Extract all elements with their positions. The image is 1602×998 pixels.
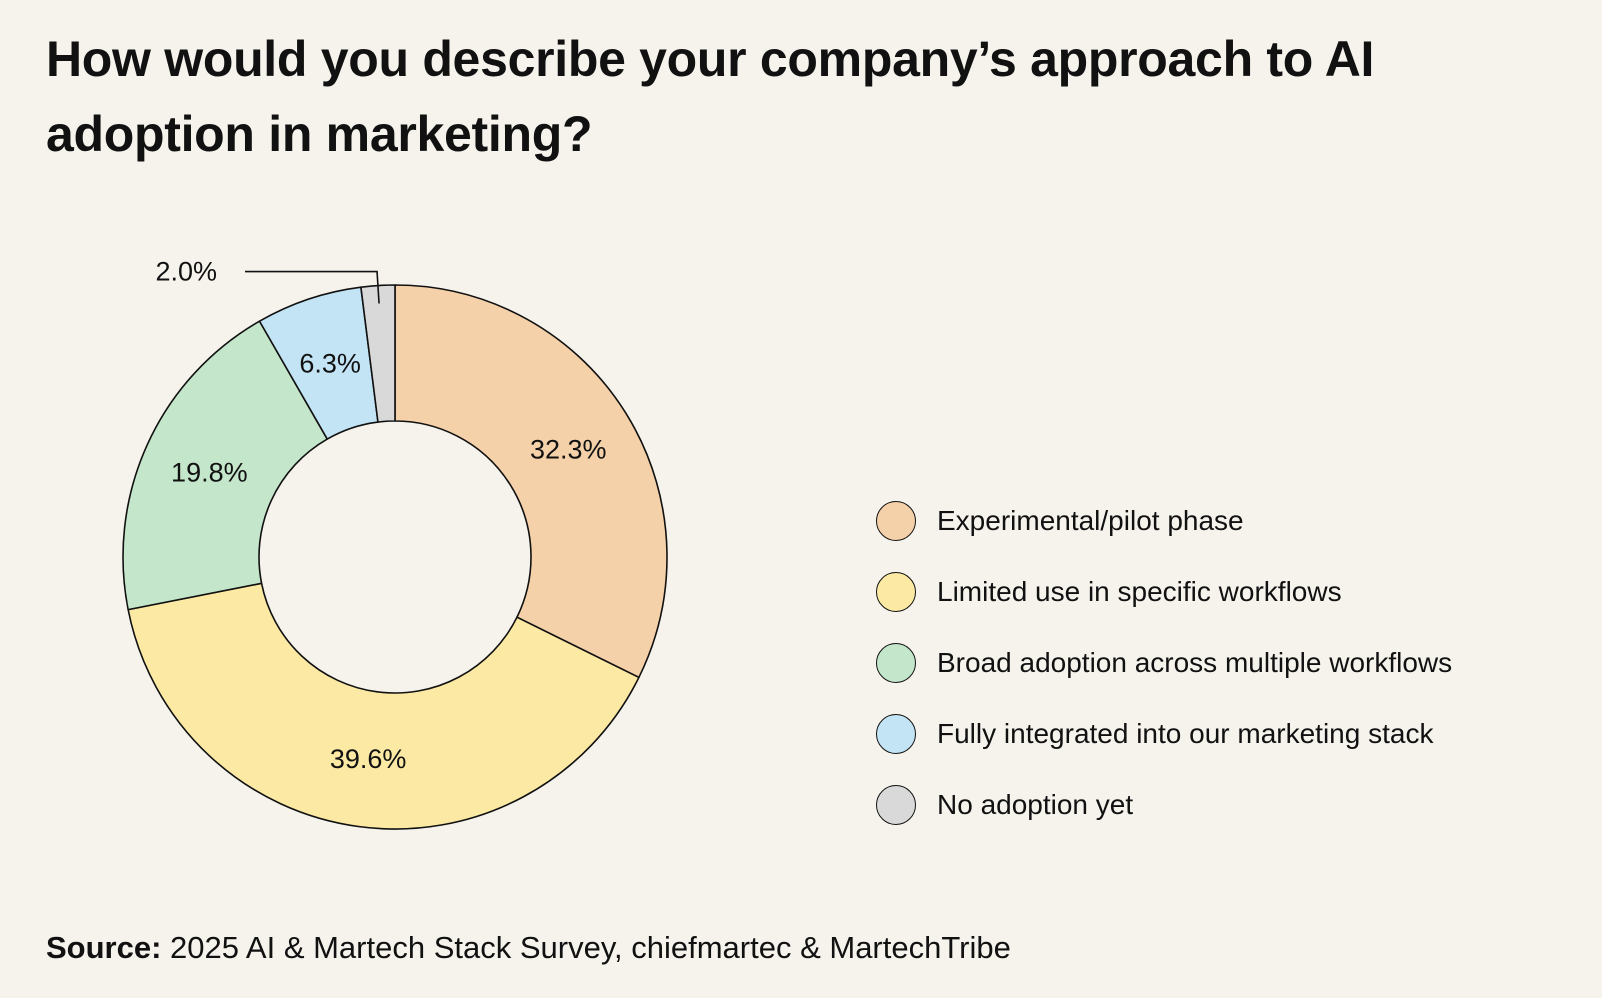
legend-swatch	[876, 714, 916, 754]
legend-label: Fully integrated into our marketing stac…	[937, 718, 1434, 749]
slice-limited-use-in-specific-workflows	[127, 582, 640, 830]
legend-label: No adoption yet	[937, 789, 1134, 820]
source-prefix: Source:	[46, 930, 162, 965]
data-label: 19.8%	[171, 457, 248, 487]
legend-label: Limited use in specific workflows	[937, 576, 1342, 607]
legend-item-no-adoption: No adoption yet	[876, 784, 1576, 826]
callout-line	[245, 270, 380, 304]
legend-item-experimental: Experimental/pilot phase	[876, 500, 1576, 542]
data-label: 32.3%	[530, 434, 607, 464]
legend-item-limited-use: Limited use in specific workflows	[876, 571, 1576, 613]
source-text: 2025 AI & Martech Stack Survey, chiefmar…	[170, 930, 1011, 965]
legend-swatch	[876, 643, 916, 683]
data-label: 39.6%	[330, 744, 407, 774]
legend-swatch	[876, 501, 916, 541]
legend-item-broad-adoption: Broad adoption across multiple workflows	[876, 642, 1576, 684]
legend-label: Broad adoption across multiple workflows	[937, 647, 1453, 678]
chart-title: How would you describe your company’s ap…	[46, 31, 1375, 162]
legend-item-fully-integrated: Fully integrated into our marketing stac…	[876, 713, 1576, 755]
slice-no-adoption-yet	[360, 284, 396, 423]
data-label: 2.0%	[155, 257, 217, 287]
slice-experimental-pilot-phase	[394, 284, 668, 679]
source-note: Source: 2025 AI & Martech Stack Survey, …	[46, 930, 1011, 966]
chart-legend: Experimental/pilot phase Limited use in …	[876, 500, 1576, 855]
legend-swatch	[876, 785, 916, 825]
legend-label: Experimental/pilot phase	[937, 505, 1244, 536]
data-label: 6.3%	[299, 349, 361, 379]
slice-broad-adoption-across-multiple-workflows	[122, 320, 329, 611]
legend-swatch	[876, 572, 916, 612]
